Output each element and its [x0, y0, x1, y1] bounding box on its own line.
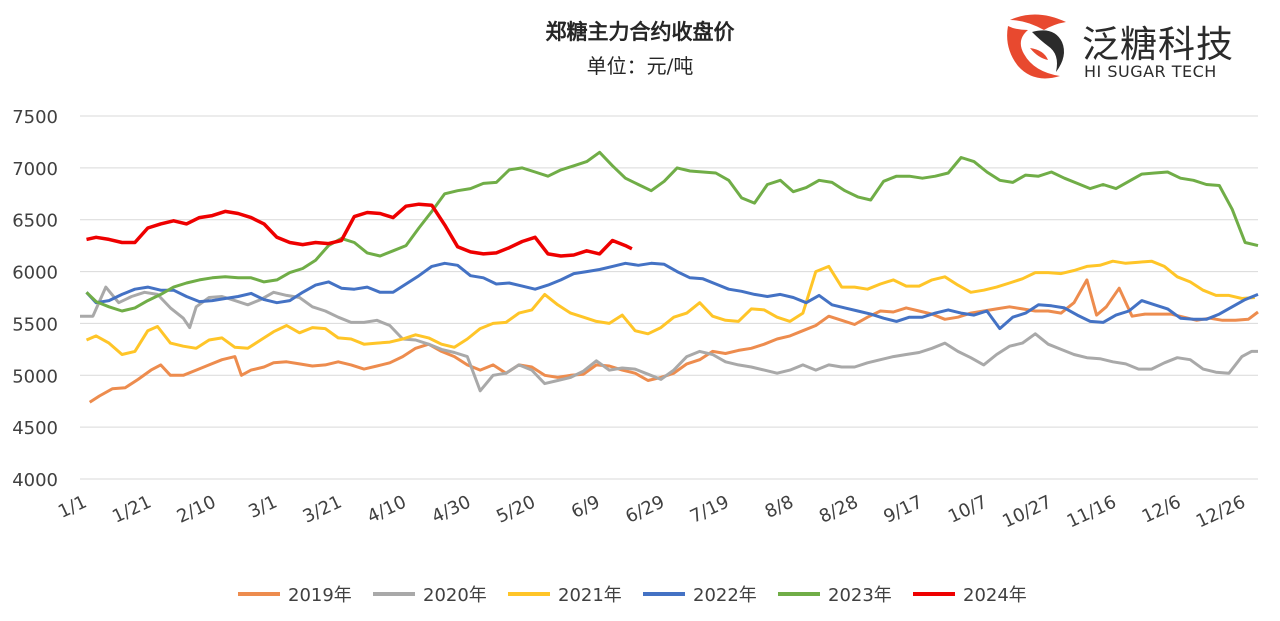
y-tick-label: 7000 [12, 159, 58, 180]
x-tick-label: 10/7 [945, 491, 991, 527]
y-tick-label: 7500 [12, 107, 58, 128]
x-tick-label: 8/8 [762, 491, 797, 522]
x-tick-label: 3/1 [245, 491, 280, 522]
legend-label: 2019年 [288, 585, 352, 606]
x-tick-label: 4/10 [364, 491, 410, 527]
brand-name-cn: 泛糖科技 [1082, 23, 1234, 66]
series-line-2021年 [85, 259, 1255, 356]
x-tick-label: 1/1 [55, 491, 90, 522]
x-tick-label: 6/29 [622, 491, 668, 527]
series-line-2022年 [85, 261, 1259, 331]
y-tick-label: 5000 [12, 366, 58, 387]
legend-label: 2021年 [558, 585, 622, 606]
x-tick-label: 7/19 [687, 491, 733, 527]
legend: 2019年 2020年 2021年 2022年 2023年 2024年 [238, 585, 1027, 606]
legend-label: 2022年 [693, 585, 757, 606]
series-line-2020年 [80, 285, 1258, 393]
chart-subtitle: 单位：元/吨 [586, 54, 694, 78]
y-tick-label: 5500 [12, 314, 58, 335]
legend-label: 2023年 [828, 585, 892, 606]
y-tick-label: 6500 [12, 211, 58, 232]
brand-logo: 泛糖科技 HI SUGAR TECH [1004, 12, 1274, 84]
x-tick-label: 2/10 [174, 491, 220, 527]
x-tick-label: 6/9 [568, 491, 603, 522]
x-tick-label: 5/20 [493, 491, 539, 527]
x-axis: 1/1 1/21 2/10 3/1 3/21 4/10 4/30 5/20 6/9 6/29 7/1… [55, 491, 1249, 532]
chart-title: 郑糖主力合约收盘价 [545, 19, 735, 44]
x-tick-label: 12/6 [1139, 491, 1185, 527]
x-tick-label: 4/30 [429, 491, 475, 527]
x-tick-label: 9/17 [880, 491, 926, 527]
x-tick-label: 10/27 [999, 491, 1055, 532]
series-line-2024年 [86, 202, 633, 258]
series-lines [80, 150, 1259, 404]
legend-label: 2024年 [963, 585, 1027, 606]
legend-label: 2020年 [423, 585, 487, 606]
hi-sugar-logo-icon [1007, 14, 1066, 79]
y-tick-label: 4500 [12, 418, 58, 439]
y-axis: 4000 4500 5000 5500 6000 6500 7000 7500 [12, 107, 58, 491]
x-tick-label: 12/26 [1193, 491, 1249, 532]
x-tick-label: 3/21 [300, 491, 346, 527]
y-tick-label: 6000 [12, 263, 58, 284]
y-tick-label: 4000 [12, 470, 58, 491]
x-tick-label: 11/16 [1064, 491, 1120, 532]
series-line-2023年 [85, 150, 1259, 313]
brand-name-en: HI SUGAR TECH [1084, 62, 1217, 81]
x-tick-label: 8/28 [816, 491, 862, 527]
x-tick-label: 1/21 [109, 491, 155, 527]
